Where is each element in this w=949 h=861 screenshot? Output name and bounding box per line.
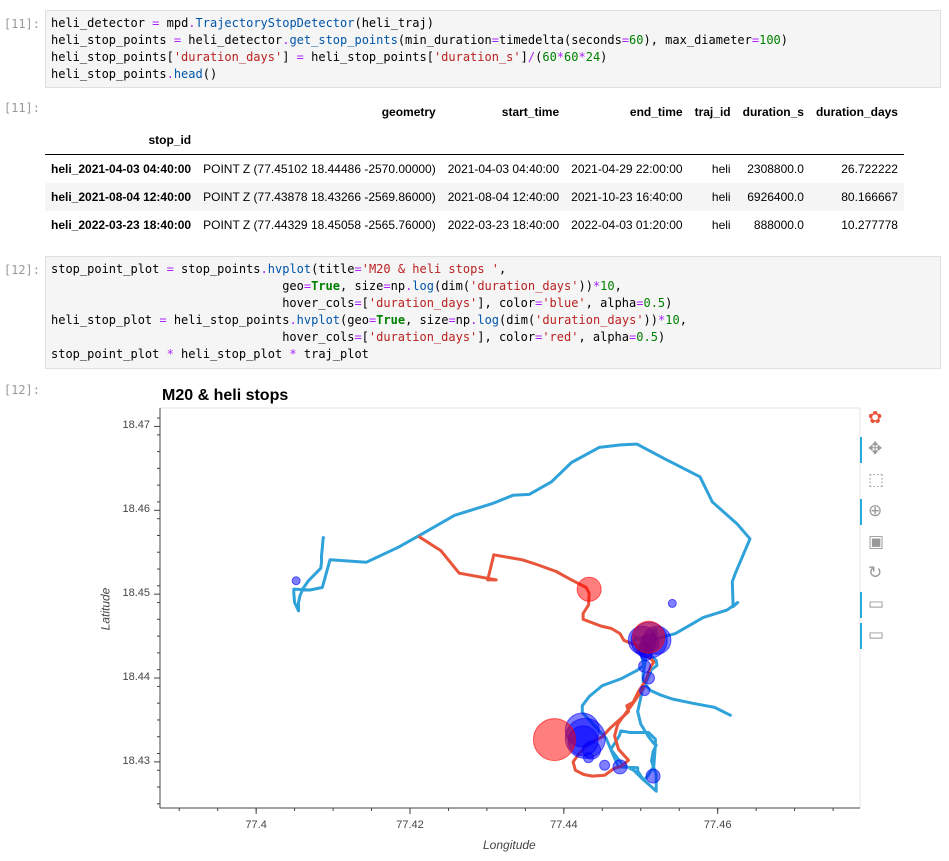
wheel-zoom-tool-button[interactable]: ⊕ [860,499,890,525]
table-header-row: geometry start_time end_time traj_id dur… [45,98,904,126]
hover-tool-2-button[interactable]: ▭ [860,623,890,649]
m20-stop-point [641,671,655,685]
active-tool-indicator [860,623,862,649]
code-line: heli_stop_points.head() [51,67,218,81]
active-tool-indicator [860,437,862,463]
row-index: heli_2021-08-04 12:40:00 [51,190,192,204]
box-zoom-tool-button[interactable]: ⬚ [860,468,890,494]
table-cell: 2308800.0 [747,162,804,176]
box-zoom-tool-icon: ⬚ [868,470,885,490]
code-cell-11[interactable]: heli_detector = mpd.TrajectoryStopDetect… [45,10,941,88]
column-header: geometry [381,105,436,119]
m20-stop-point [582,752,594,764]
row-index: heli_2022-03-23 18:40:00 [51,218,192,232]
column-header: traj_id [694,105,731,119]
column-header: duration_days [815,105,898,119]
code-line: hover_cols=['duration_days'], color='red… [51,330,666,344]
m20-stop-point [599,759,611,771]
cell-12-input-prompt: [12]: [3,263,40,277]
table-cell: 888000.0 [753,218,804,232]
active-tool-indicator [860,499,862,525]
m20-stop-point [612,759,628,775]
plot-axes [154,408,860,814]
hover-tool-1-icon: ▭ [868,594,885,614]
table-cell: 10.277778 [841,218,898,232]
table-row: heli_2022-03-23 18:40:00 POINT Z (77.4432… [45,211,904,239]
y-tick-label: 18.46 [122,503,150,516]
code-line: hover_cols=['duration_days'], color='blu… [51,296,673,310]
stop-points-dataframe: geometry start_time end_time traj_id dur… [45,98,904,239]
y-tick-label: 18.47 [122,419,150,432]
table-cell: 6926400.0 [747,190,804,204]
code-cell-12[interactable]: stop_point_plot = stop_points.hvplot(tit… [45,256,941,369]
pan-tool-button[interactable]: ✥ [860,437,890,463]
plot-frame [159,407,861,809]
x-tick-label: 77.44 [550,819,578,831]
code-line: geo=True, size=np.log(dim('duration_days… [51,279,622,293]
y-tick-label: 18.43 [122,754,150,767]
index-name-row: stop_id [45,126,904,155]
table-cell: 2021-10-23 16:40:00 [571,190,683,204]
heli-stop-point [576,576,602,602]
heli-stop-point [632,620,666,654]
save-tool-button[interactable]: ▣ [860,530,890,556]
m20-stop-point [639,685,651,697]
x-tick-label: 77.42 [396,819,424,831]
m20-stop-point [667,598,677,608]
table-cell: 2022-03-23 18:40:00 [447,218,560,232]
y-tick-label: 18.45 [122,587,150,600]
hover-tool-1-button[interactable]: ▭ [860,592,890,618]
table-cell: POINT Z (77.45102 18.44486 -2570.00000) [203,162,436,176]
table-cell: 80.166667 [841,190,898,204]
table-row: heli_2021-04-03 04:40:00 POINT Z (77.4510… [45,155,904,184]
column-header: start_time [501,105,560,119]
plot-title: M20 & heli stops [162,387,289,404]
code-line: heli_stop_points['duration_days'] = heli… [51,50,608,64]
cell-12-output-prompt: [12]: [3,383,40,397]
table-cell: 2021-04-29 22:00:00 [571,162,683,176]
x-tick-label: 77.4 [245,819,267,831]
active-tool-indicator [860,592,862,618]
cell-11-output-prompt: [11]: [3,101,40,115]
m20-stop-point [645,768,661,784]
wheel-zoom-tool-icon: ⊕ [868,501,883,521]
bokeh-logo-icon: ✿ [868,408,883,428]
table-cell: POINT Z (77.43878 18.43266 -2569.86000) [203,190,436,204]
row-index: heli_2021-04-03 04:40:00 [51,162,192,176]
x-tick-label: 77.46 [703,819,732,831]
cell-11-input-prompt: [11]: [3,17,40,31]
table-cell: heli [711,162,731,176]
m20-trajectory-line [292,442,752,793]
table-cell: POINT Z (77.44329 18.45058 -2565.76000) [203,218,436,232]
table-row: heli_2021-08-04 12:40:00 POINT Z (77.4387… [45,183,904,211]
table-cell: 2021-04-03 04:40:00 [447,162,560,176]
y-tick-label: 18.44 [122,671,150,684]
table-cell: 2022-04-03 01:20:00 [571,218,683,232]
bokeh-logo-button: ✿ [860,406,890,432]
column-header: end_time [629,105,683,119]
code-line: stop_point_plot = stop_points.hvplot(tit… [51,262,507,276]
reset-tool-button[interactable]: ↻ [860,561,890,587]
index-name-header: stop_id [45,126,198,155]
plot-marks [291,442,752,793]
hover-tool-2-icon: ▭ [868,625,885,645]
table-cell: 2021-08-04 12:40:00 [447,190,560,204]
m20-stop-point [638,659,652,673]
table-cell: 26.722222 [841,162,898,176]
heli-stop-point [532,718,576,762]
code-line: heli_stop_plot = heli_stop_points.hvplot… [51,313,687,327]
table-cell: heli [711,190,731,204]
save-tool-icon: ▣ [868,532,885,552]
x-axis-label: Longitude [483,838,536,852]
y-axis-label: Latitude [98,587,113,631]
reset-tool-icon: ↻ [868,563,883,583]
column-header: duration_s [742,105,804,119]
table-cell: heli [711,218,731,232]
m20-stop-point [291,576,301,586]
code-line: stop_point_plot * heli_stop_plot * traj_… [51,347,369,361]
code-line: heli_stop_points = heli_detector.get_sto… [51,33,789,47]
code-line: heli_detector = mpd.TrajectoryStopDetect… [51,16,434,30]
pan-tool-icon: ✥ [868,439,883,459]
